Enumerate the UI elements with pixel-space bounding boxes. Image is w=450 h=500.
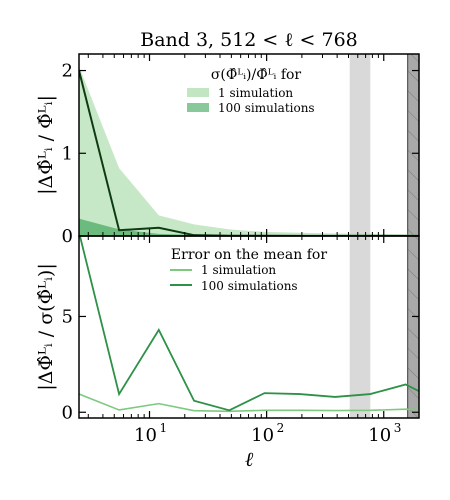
top-legend-label-1sim: 1 simulation: [218, 86, 293, 100]
bottom-line-point-0-6: [299, 409, 301, 411]
top-line-point-2: [158, 227, 160, 229]
top-panel-ylabel: |ΔΦ̂ᴸᵢ / Φ̂ᴸᵢ|: [35, 95, 57, 195]
bottom-line-point-0-2: [158, 403, 160, 405]
y-tick-label-0-1: 1: [62, 143, 73, 164]
bottom-line-point-1-1: [118, 393, 120, 395]
y-tick-label-1-1: 5: [62, 306, 73, 327]
bottom-panel-frame: [78, 235, 420, 419]
bottom-legend-title: Error on the mean for: [171, 247, 327, 263]
bottom-line-point-0-8: [369, 409, 371, 411]
bottom-line-point-0-5: [263, 409, 266, 411]
bottom-line-point-1-3: [193, 400, 195, 402]
shaded-band-0: [349, 236, 371, 418]
y-tick-label-1-0: 0: [62, 402, 73, 423]
bottom-line-point-1-7: [334, 396, 336, 398]
bottom-line-point-0-3: [193, 410, 195, 412]
y-tick-label-0-0: 0: [62, 226, 73, 247]
bottom-legend-label-100sim: 100 simulations: [201, 279, 298, 293]
top-legend-title: σ(Φ̂ᴸᵢ)/Φ̂ᴸᵢ for: [211, 67, 302, 83]
bottom-legend-label-1sim: 1 simulation: [201, 263, 276, 277]
bottom-line-point-1-2: [158, 329, 160, 331]
bottom-panel-legend: Error on the mean for 1 simulation 100 s…: [170, 247, 327, 293]
top-legend-swatch-100sim: [187, 103, 209, 112]
x-tick-exponent-0: 1: [160, 421, 168, 435]
bottom-line-point-1-9: [404, 383, 407, 386]
bottom-line-point-0-1: [118, 409, 120, 411]
top-panel-legend: σ(Φ̂ᴸᵢ)/Φ̂ᴸᵢ for 1 simulation 100 simula…: [187, 67, 315, 115]
x-tick-label-1: 10: [251, 425, 274, 446]
y-tick-label-0-2: 2: [62, 61, 73, 82]
top-legend-label-100sim: 100 simulations: [218, 101, 315, 115]
top-legend-swatch-1sim: [187, 88, 209, 97]
top-area-series-1: [79, 218, 419, 236]
top-line-point-1: [118, 229, 120, 231]
top-panel-shaded-bands: [349, 54, 419, 236]
x-tick-label-2: 10: [368, 425, 391, 446]
bottom-panel-ylabel: |ΔΦ̂ᴸᵢ / σ(Φ̂ᴸᵢ)|: [35, 263, 57, 390]
x-axis-label: ℓ: [245, 447, 254, 471]
bottom-line-point-1-6: [299, 393, 301, 395]
bottom-line-point-0-9: [404, 408, 407, 410]
shaded-band-hatch-1: [407, 236, 419, 418]
top-area-series-0: [79, 66, 419, 236]
bottom-panel-shaded-bands: [349, 236, 419, 418]
shaded-band-0: [349, 54, 371, 236]
bottom-line-point-1-5: [263, 392, 266, 394]
x-tick-label-0: 10: [134, 425, 157, 446]
chart-title: Band 3, 512 < ℓ < 768: [140, 29, 358, 51]
x-tick-exponent-1: 2: [277, 421, 285, 435]
bottom-line-point-1-8: [369, 393, 371, 395]
shaded-band-hatch-1: [407, 54, 419, 236]
bottom-line-point-1-4: [228, 409, 230, 411]
x-tick-exponent-2: 3: [394, 421, 402, 435]
bottom-line-point-0-7: [334, 409, 336, 412]
